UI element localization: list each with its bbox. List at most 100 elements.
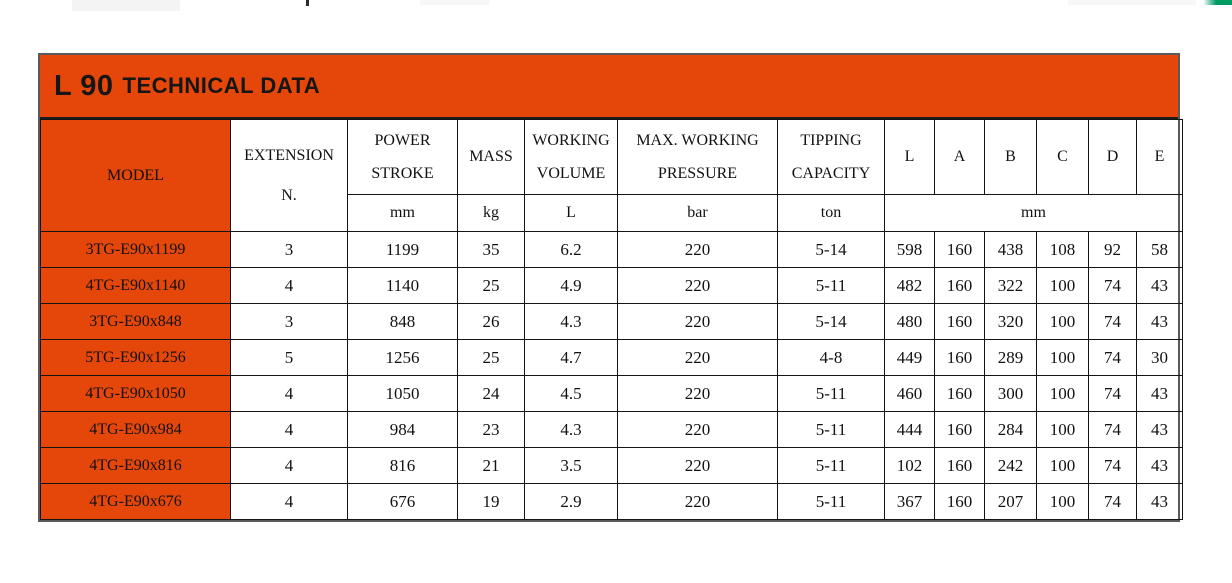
cell-power-stroke: 1199 [347, 231, 458, 268]
cell-extension: 4 [230, 375, 348, 412]
cropped-text-artifact [306, 0, 309, 6]
cell-dim-e: 43 [1136, 483, 1183, 520]
cell-extension: 3 [230, 303, 348, 340]
cell-extension: 4 [230, 267, 348, 304]
table-row: 4TG-E90x1140 4 1140 25 4.9 220 5-11 482 … [40, 267, 1183, 304]
col-header-power-stroke: POWER STROKE [347, 119, 458, 195]
table-row: 4TG-E90x676 4 676 19 2.9 220 5-11 367 16… [40, 483, 1183, 520]
cell-dim-d: 74 [1088, 411, 1137, 448]
cell-power-stroke: 676 [347, 483, 458, 520]
header-line: N. [281, 186, 297, 204]
cell-dim-l: 482 [884, 267, 935, 304]
cell-extension: 5 [230, 339, 348, 376]
cell-tipping: 5-11 [777, 267, 885, 304]
title-label: TECHNICAL DATA [122, 73, 321, 98]
cell-max-pressure: 220 [617, 231, 778, 268]
cell-tipping: 5-14 [777, 231, 885, 268]
header-line: EXTENSION [244, 146, 334, 164]
header-line: MAX. WORKING [636, 132, 759, 149]
cropped-header-artifact [72, 0, 180, 11]
col-header-dim-c: C [1036, 119, 1089, 195]
cell-dim-d: 74 [1088, 339, 1137, 376]
table-title-bar: L 90 TECHNICAL DATA [40, 55, 1178, 119]
cell-dim-e: 30 [1136, 339, 1183, 376]
unit-max-working-pressure: bar [617, 194, 778, 232]
cell-dim-c: 100 [1036, 411, 1089, 448]
cell-dim-b: 289 [984, 339, 1037, 376]
cell-dim-e: 43 [1136, 447, 1183, 484]
cell-dim-b: 242 [984, 447, 1037, 484]
cell-dim-l: 102 [884, 447, 935, 484]
cell-dim-c: 100 [1036, 483, 1089, 520]
header-line: WORKING [532, 132, 610, 149]
cell-tipping: 5-11 [777, 483, 885, 520]
cell-working-volume: 4.7 [524, 339, 618, 376]
technical-datasheet: L 90 TECHNICAL DATA MODEL EXTENSION N. [38, 53, 1183, 522]
cell-model: 4TG-E90x984 [40, 411, 231, 448]
unit-working-volume: L [524, 194, 618, 232]
cell-mass: 25 [457, 339, 525, 376]
cell-extension: 3 [230, 231, 348, 268]
cell-model: 4TG-E90x1050 [40, 375, 231, 412]
cell-tipping: 5-11 [777, 411, 885, 448]
cell-dim-l: 460 [884, 375, 935, 412]
cell-mass: 19 [457, 483, 525, 520]
table-row: 3TG-E90x1199 3 1199 35 6.2 220 5-14 598 … [40, 231, 1183, 268]
unit-mass: kg [457, 194, 525, 232]
cell-dim-c: 100 [1036, 339, 1089, 376]
cell-mass: 21 [457, 447, 525, 484]
cell-dim-b: 438 [984, 231, 1037, 268]
cell-max-pressure: 220 [617, 483, 778, 520]
cell-dim-d: 74 [1088, 303, 1137, 340]
cell-power-stroke: 848 [347, 303, 458, 340]
table-row: 4TG-E90x984 4 984 23 4.3 220 5-11 444 16… [40, 411, 1183, 448]
cell-dim-e: 58 [1136, 231, 1183, 268]
cell-dim-l: 480 [884, 303, 935, 340]
cell-extension: 4 [230, 447, 348, 484]
cell-power-stroke: 1050 [347, 375, 458, 412]
cell-working-volume: 4.5 [524, 375, 618, 412]
cell-max-pressure: 220 [617, 303, 778, 340]
header-line: PRESSURE [657, 165, 738, 182]
cell-max-pressure: 220 [617, 375, 778, 412]
cell-dim-b: 284 [984, 411, 1037, 448]
cell-tipping: 5-11 [777, 447, 885, 484]
cell-max-pressure: 220 [617, 411, 778, 448]
cell-dim-e: 43 [1136, 303, 1183, 340]
cell-working-volume: 3.5 [524, 447, 618, 484]
cell-dim-d: 74 [1088, 375, 1137, 412]
cell-dim-d: 92 [1088, 231, 1137, 268]
green-accent-bar [1203, 0, 1232, 5]
cell-working-volume: 6.2 [524, 231, 618, 268]
cell-model: 5TG-E90x1256 [40, 339, 231, 376]
table-row: 3TG-E90x848 3 848 26 4.3 220 5-14 480 16… [40, 303, 1183, 340]
header-line: STROKE [371, 165, 434, 182]
col-header-extension: EXTENSION N. [230, 119, 348, 232]
cell-mass: 23 [457, 411, 525, 448]
col-header-working-volume: WORKING VOLUME [524, 119, 618, 195]
cell-power-stroke: 984 [347, 411, 458, 448]
cell-dim-a: 160 [934, 231, 985, 268]
cell-model: 3TG-E90x1199 [40, 231, 231, 268]
header-line: TIPPING [800, 132, 862, 149]
cell-mass: 35 [457, 231, 525, 268]
table-row: 4TG-E90x1050 4 1050 24 4.5 220 5-11 460 … [40, 375, 1183, 412]
cell-dim-c: 100 [1036, 303, 1089, 340]
cell-extension: 4 [230, 483, 348, 520]
cropped-header-artifact [420, 0, 490, 5]
table-row: 5TG-E90x1256 5 1256 25 4.7 220 4-8 449 1… [40, 339, 1183, 376]
cell-tipping: 5-11 [777, 375, 885, 412]
cell-mass: 26 [457, 303, 525, 340]
cell-dim-e: 43 [1136, 375, 1183, 412]
col-header-max-working-pressure: MAX. WORKING PRESSURE [617, 119, 778, 195]
col-header-model: MODEL [40, 119, 231, 232]
col-header-mass: MASS [457, 119, 525, 195]
cell-dim-l: 367 [884, 483, 935, 520]
cell-tipping: 4-8 [777, 339, 885, 376]
table-row: 4TG-E90x816 4 816 21 3.5 220 5-11 102 16… [40, 447, 1183, 484]
cell-dim-a: 160 [934, 411, 985, 448]
header-line: VOLUME [536, 165, 606, 182]
cell-dim-c: 100 [1036, 447, 1089, 484]
header-line: CAPACITY [791, 165, 871, 182]
